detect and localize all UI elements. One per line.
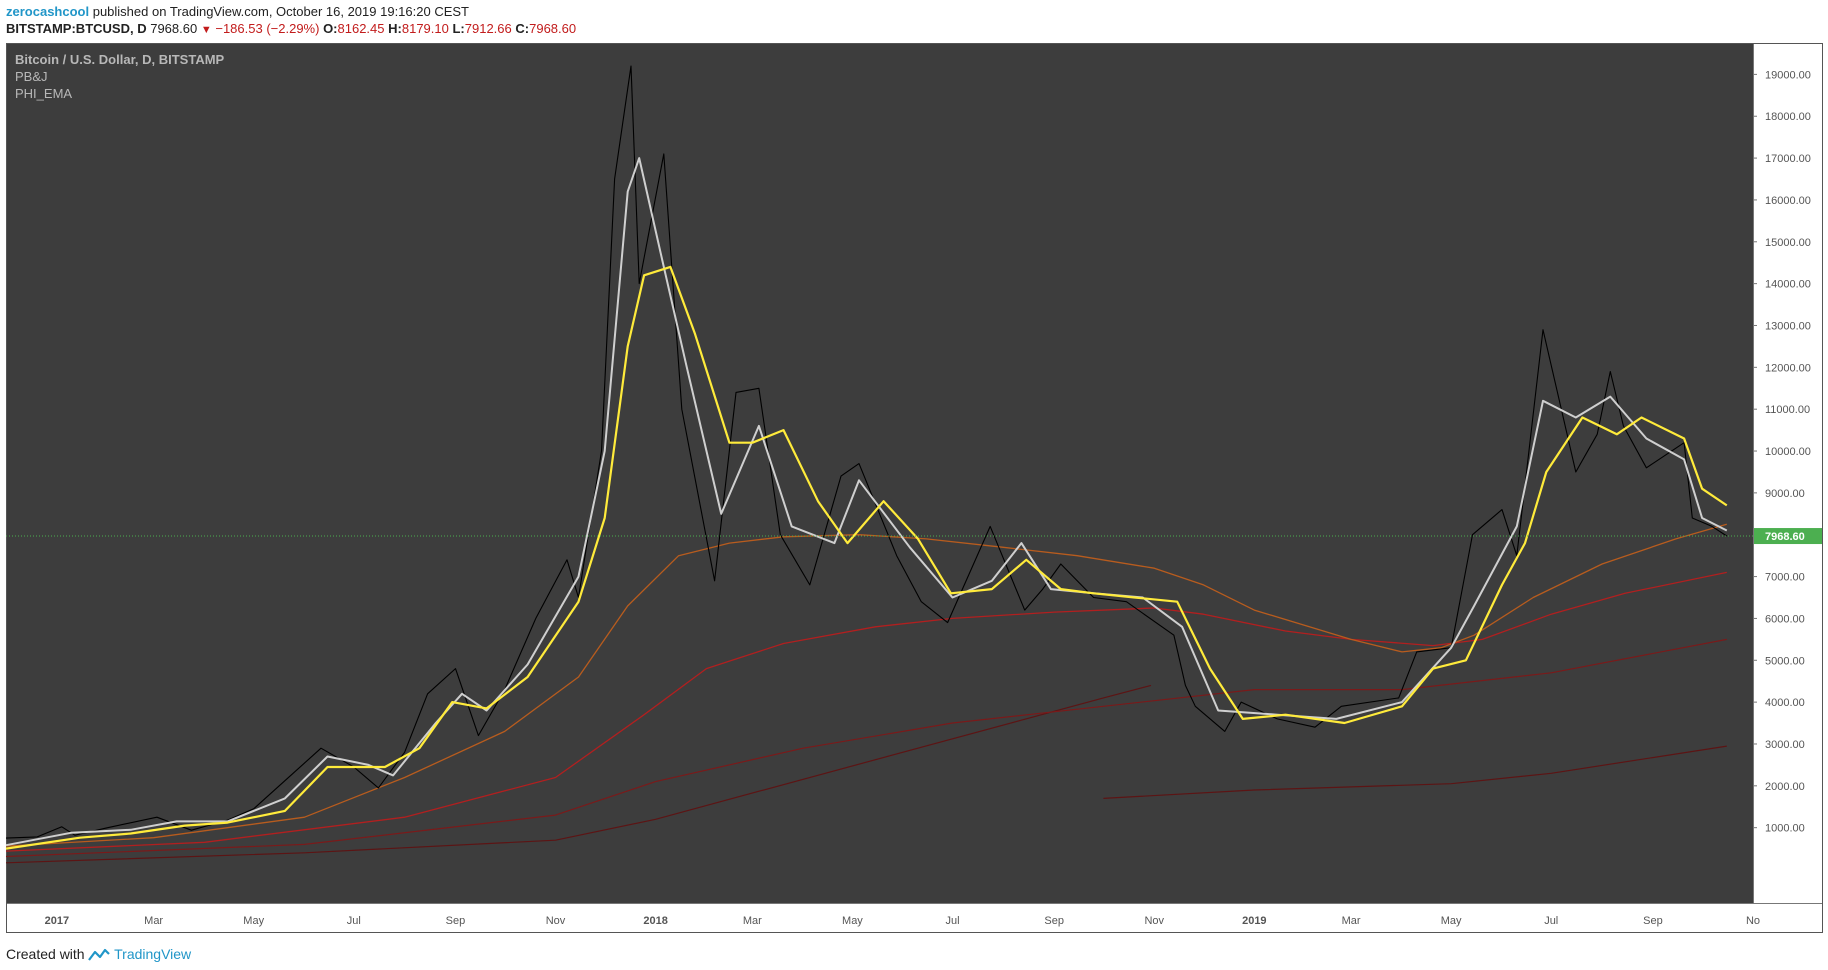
series-line-fast-ma [5,157,1728,847]
created-with-label: Created with [6,946,85,962]
x-tick-label: Jul [347,915,361,927]
y-tick-label: 1000.00 [1765,823,1805,835]
price-chart[interactable]: 1000.00 2000.00 3000.00 4000.00 5000.00 6000.… [0,0,1828,940]
x-tick-label: Mar [144,915,163,927]
y-tick-label: 16000.00 [1765,195,1811,207]
x-tick-label: Nov [1144,915,1164,927]
x-tick-label: 2018 [643,915,667,927]
x-tick-label: 2019 [1242,915,1266,927]
time-axis-panel [6,903,1823,933]
tradingview-link[interactable]: TradingView [114,946,192,962]
symbol-name: BITSTAMP:BTCUSD, D [6,21,147,36]
y-tick-label: 18000.00 [1765,111,1811,123]
y-tick-label: 19000.00 [1765,69,1811,81]
series-line-ema-orange [5,523,1727,847]
down-triangle-icon: ▼ [200,24,212,36]
price-change: −186.53 (−2.29%) [215,21,320,36]
x-tick-label: Mar [743,915,762,927]
open-key: O: [323,21,338,36]
symbol-info: BITSTAMP:BTCUSD, D 7968.60 ▼ −186.53 (−2… [6,21,576,36]
y-tick-label: 3000.00 [1765,739,1805,751]
x-tick-label: Nov [546,915,566,927]
y-tick-label: 17000.00 [1765,153,1811,165]
x-tick-label: May [842,915,863,927]
high-key: H: [388,21,402,36]
y-tick-label: 10000.00 [1765,446,1811,458]
legend-pbj: PB&J [15,69,48,84]
series-line-ema-darkred [5,638,1727,858]
close-key: C: [515,21,530,36]
chart-frame [6,43,1823,933]
x-tick-label: Sep [446,915,466,927]
price-axis-panel [1753,43,1823,903]
publish-info: zerocashcool published on TradingView.co… [6,4,469,19]
x-tick-label: No [1746,915,1760,927]
last-price-badge [1754,528,1822,545]
y-tick-label: 4000.00 [1765,697,1805,709]
y-tick-label: 11000.00 [1765,404,1810,416]
series-line-slow-ma [5,265,1728,850]
x-tick-label: Mar [1342,915,1361,927]
x-tick-label: May [243,915,264,927]
x-tick-label: May [1441,915,1462,927]
legend-phi-ema: PHI_EMA [15,86,72,101]
x-tick-label: Sep [1643,915,1663,927]
last-price-value: 7968.60 [150,21,198,36]
y-tick-label: 5000.00 [1765,655,1805,667]
y-tick-label: 13000.00 [1765,320,1811,332]
open-value: 8162.45 [337,21,385,36]
low-value: 7912.66 [464,21,512,36]
last-price-label: 7968.60 [1765,531,1805,543]
y-tick-label: 2000.00 [1765,781,1805,793]
footer: Created with TradingView [6,946,191,962]
y-tick-label: 9000.00 [1765,488,1805,500]
x-tick-label: Sep [1044,915,1064,927]
y-tick-label: 7000.00 [1765,572,1805,584]
author-link[interactable]: zerocashcool [6,4,90,19]
legend-title: Bitcoin / U.S. Dollar, D, BITSTAMP [15,52,225,67]
high-value: 8179.10 [401,21,449,36]
y-tick-label: 15000.00 [1765,237,1811,249]
close-value: 7968.60 [529,21,577,36]
series-line-ema-red [5,571,1727,852]
y-tick-label: 12000.00 [1765,362,1811,374]
published-text: published on TradingView.com, October 16… [92,4,469,19]
y-tick-label: 14000.00 [1765,279,1811,291]
x-tick-label: 2017 [45,915,69,927]
series-line-ema-maroon [5,684,1152,864]
plot-area [6,43,1753,903]
series-line-ema-maroon2 [1103,745,1727,799]
low-key: L: [452,21,465,36]
x-tick-label: Jul [1544,915,1558,927]
tradingview-logo-icon [88,948,111,961]
x-tick-label: Jul [945,915,959,927]
y-tick-label: 6000.00 [1765,613,1805,625]
